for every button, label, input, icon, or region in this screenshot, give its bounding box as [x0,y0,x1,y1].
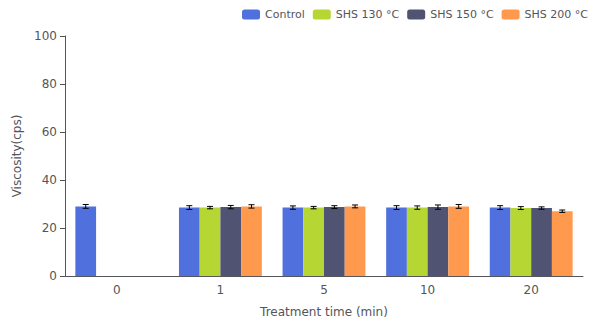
svg-text:SHS 130 °C: SHS 130 °C [336,8,400,21]
svg-text:5: 5 [320,283,328,297]
svg-text:40: 40 [42,173,57,187]
svg-text:20: 20 [524,283,539,297]
svg-text:Treatment time (min): Treatment time (min) [259,305,388,319]
svg-text:Control: Control [265,8,305,21]
svg-text:SHS 200 °C: SHS 200 °C [525,8,589,21]
svg-text:SHS 150 °C: SHS 150 °C [430,8,494,21]
svg-text:100: 100 [34,29,57,43]
svg-text:Viscosity(cps): Viscosity(cps) [10,115,24,198]
svg-text:0: 0 [113,283,121,297]
svg-text:80: 80 [42,77,57,91]
svg-text:0: 0 [49,269,57,283]
svg-text:60: 60 [42,125,57,139]
svg-text:20: 20 [42,221,57,235]
svg-text:10: 10 [420,283,435,297]
svg-text:1: 1 [217,283,225,297]
